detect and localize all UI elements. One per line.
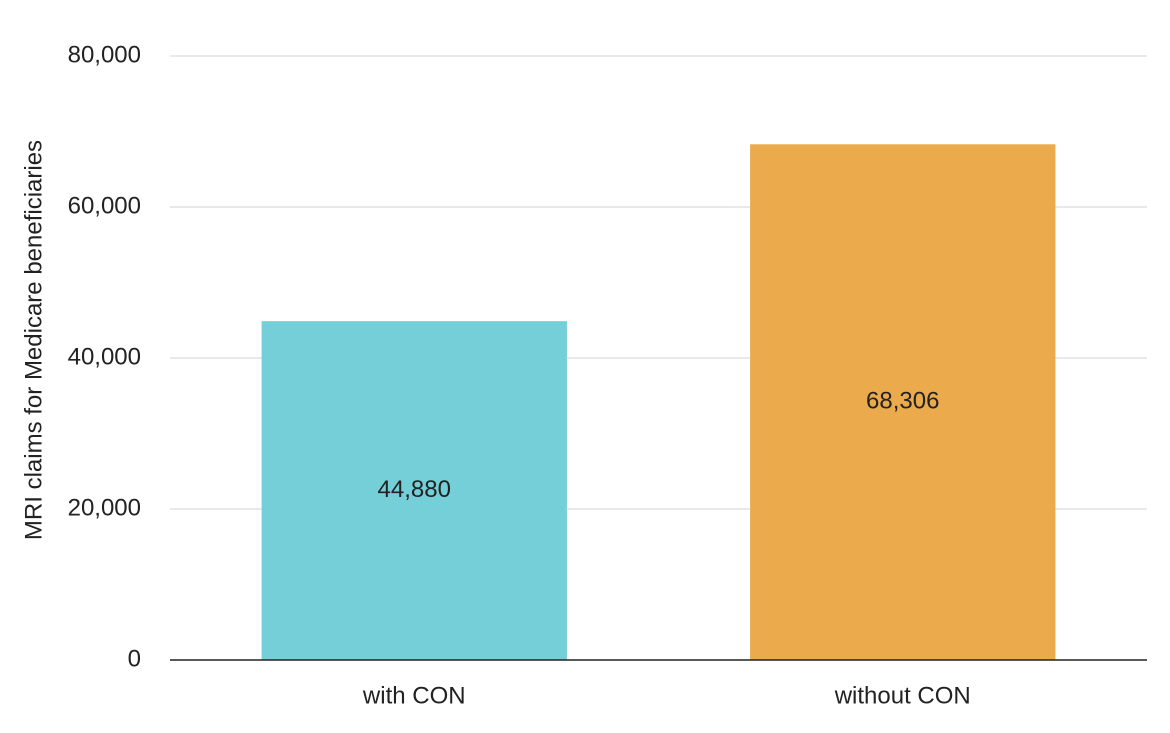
y-tick-label: 40,000 [68,343,141,370]
x-tick-label: with CON [362,682,466,709]
y-tick-label: 60,000 [68,192,141,219]
y-tick-label: 0 [128,645,141,672]
y-axis-label: MRI claims for Medicare beneficiaries [20,140,47,540]
x-tick-label: without CON [834,682,971,709]
data-label: 68,306 [866,387,939,414]
y-tick-label: 80,000 [68,41,141,68]
bar [750,144,1056,661]
bar [261,321,567,660]
data-label: 44,880 [378,476,451,503]
y-tick-label: 20,000 [68,494,141,521]
